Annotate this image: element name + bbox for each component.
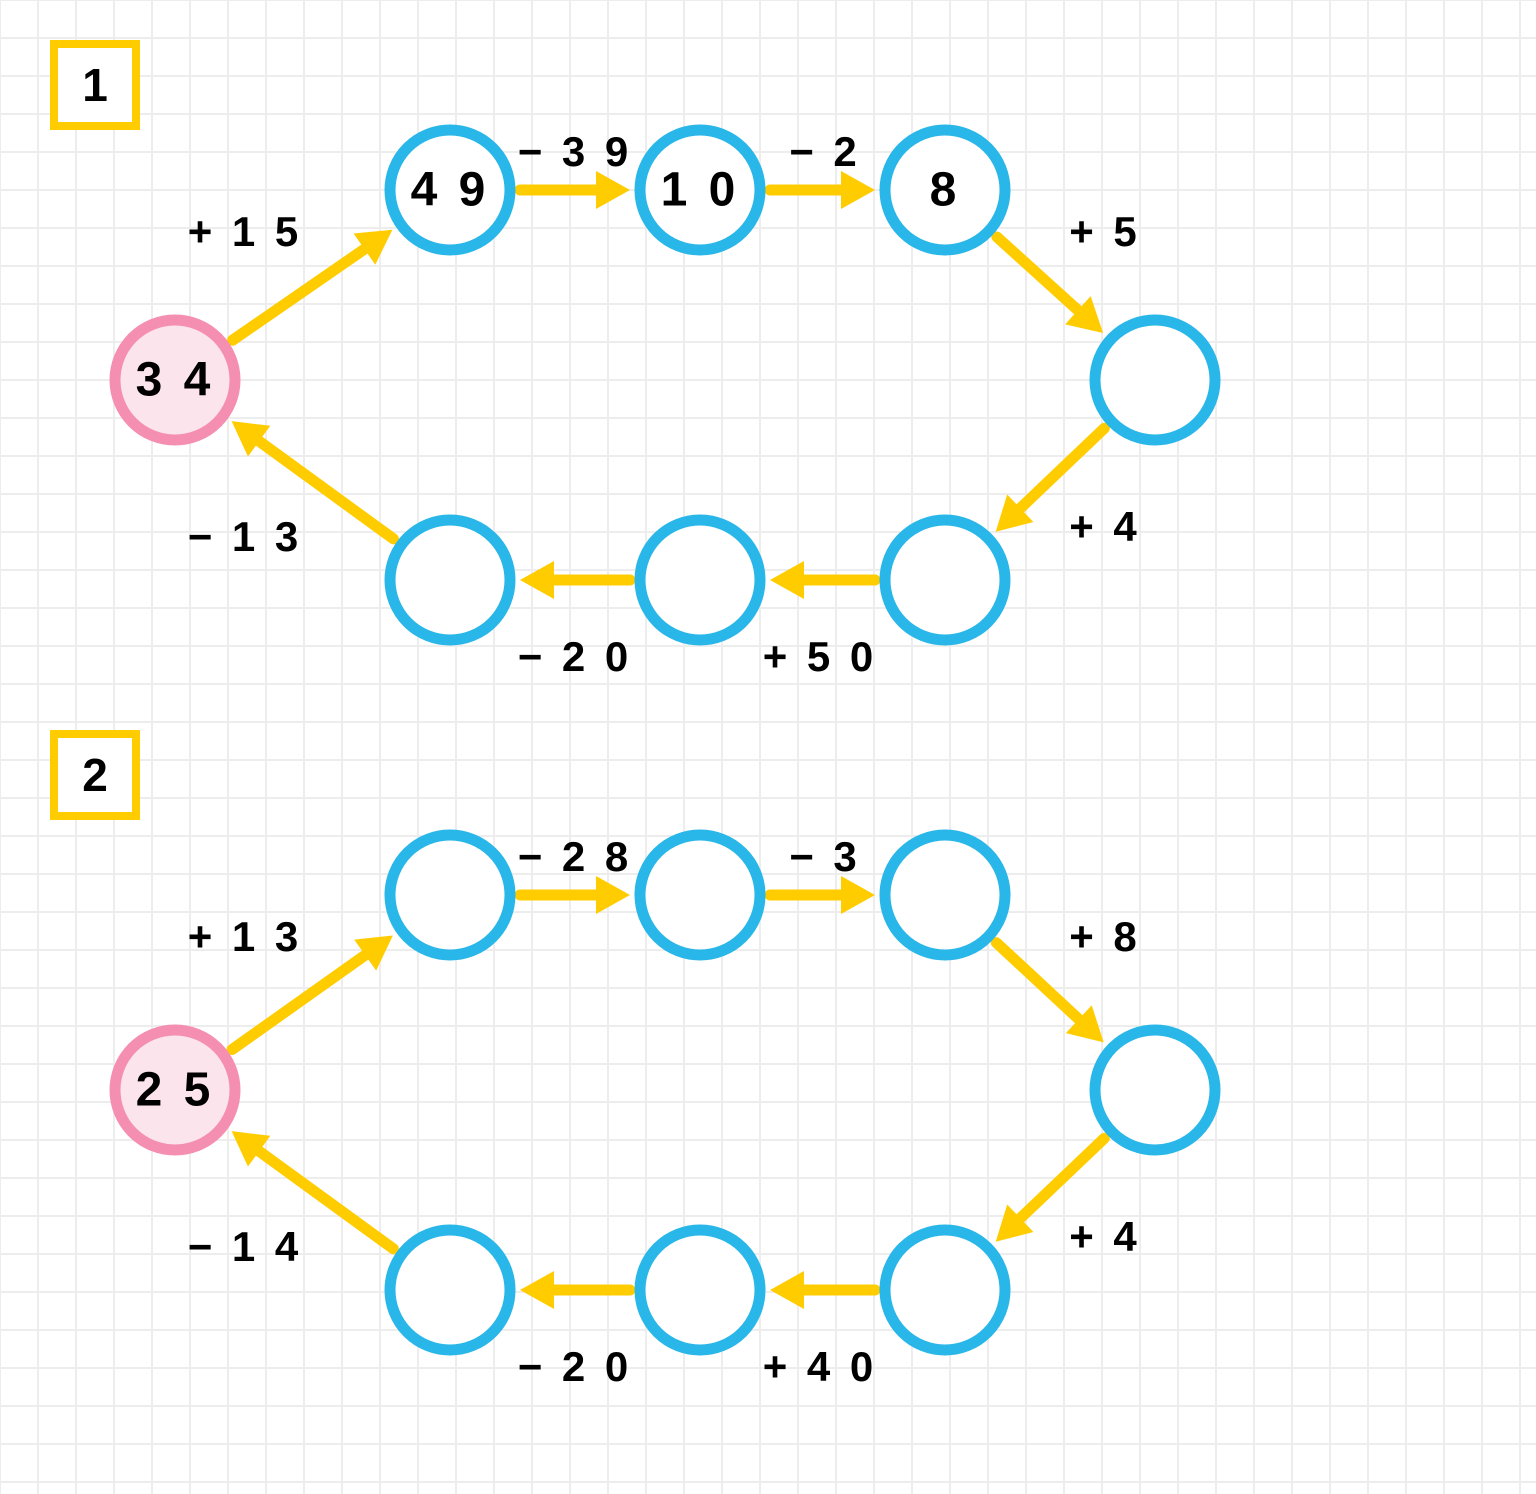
start-node: 2 5 xyxy=(115,1030,235,1150)
operation-label: + 4 xyxy=(1069,1213,1141,1260)
node: 1 0 xyxy=(640,130,760,250)
problem-number-box: 1 xyxy=(50,40,140,130)
node xyxy=(1095,320,1215,440)
node xyxy=(885,1230,1005,1350)
node: 8 xyxy=(885,130,1005,250)
node-value: 3 4 xyxy=(136,354,215,407)
node xyxy=(1095,1030,1215,1150)
node xyxy=(640,835,760,955)
node-circle xyxy=(640,1230,760,1350)
node-circle xyxy=(390,835,510,955)
operation-label: + 8 xyxy=(1069,913,1141,960)
node-circle xyxy=(885,835,1005,955)
operation-label: + 1 3 xyxy=(188,913,303,960)
node xyxy=(640,1230,760,1350)
node xyxy=(885,835,1005,955)
node-value: 8 xyxy=(930,164,961,217)
operation-label: − 3 9 xyxy=(518,128,633,175)
operation-label: + 4 xyxy=(1069,503,1141,550)
node xyxy=(390,1230,510,1350)
start-node: 3 4 xyxy=(115,320,235,440)
node-circle xyxy=(885,520,1005,640)
node-circle xyxy=(885,1230,1005,1350)
operation-label: − 1 4 xyxy=(188,1223,303,1270)
operation-label: − 2 xyxy=(789,128,861,175)
node xyxy=(885,520,1005,640)
node xyxy=(390,835,510,955)
node: 4 9 xyxy=(390,130,510,250)
operation-label: − 1 3 xyxy=(188,513,303,560)
node-value: 2 5 xyxy=(136,1064,215,1117)
operation-label: + 4 0 xyxy=(763,1343,878,1390)
node xyxy=(640,520,760,640)
node-circle xyxy=(640,520,760,640)
operation-label: − 2 0 xyxy=(518,1343,633,1390)
node-circle xyxy=(1095,320,1215,440)
operation-label: + 1 5 xyxy=(188,208,303,255)
operation-label: − 2 0 xyxy=(518,633,633,680)
node-circle xyxy=(390,520,510,640)
operation-label: − 2 8 xyxy=(518,833,633,880)
operation-label: + 5 0 xyxy=(763,633,878,680)
node xyxy=(390,520,510,640)
worksheet-canvas: 3 4 4 9 1 0 8 + 1 5 − 3 9 − 2 + 5 + 4 + 5 0 − 2 0 −… xyxy=(0,0,1536,1494)
operation-label: + 5 xyxy=(1069,208,1141,255)
node-circle xyxy=(640,835,760,955)
node-value: 4 9 xyxy=(411,164,490,217)
worksheet-stage: 3 4 4 9 1 0 8 + 1 5 − 3 9 − 2 + 5 + 4 + 5 0 − 2 0 −… xyxy=(0,0,1536,1494)
node-circle xyxy=(390,1230,510,1350)
node-circle xyxy=(1095,1030,1215,1150)
problem-number-box: 2 xyxy=(50,730,140,820)
operation-label: − 3 xyxy=(789,833,861,880)
node-value: 1 0 xyxy=(661,164,740,217)
